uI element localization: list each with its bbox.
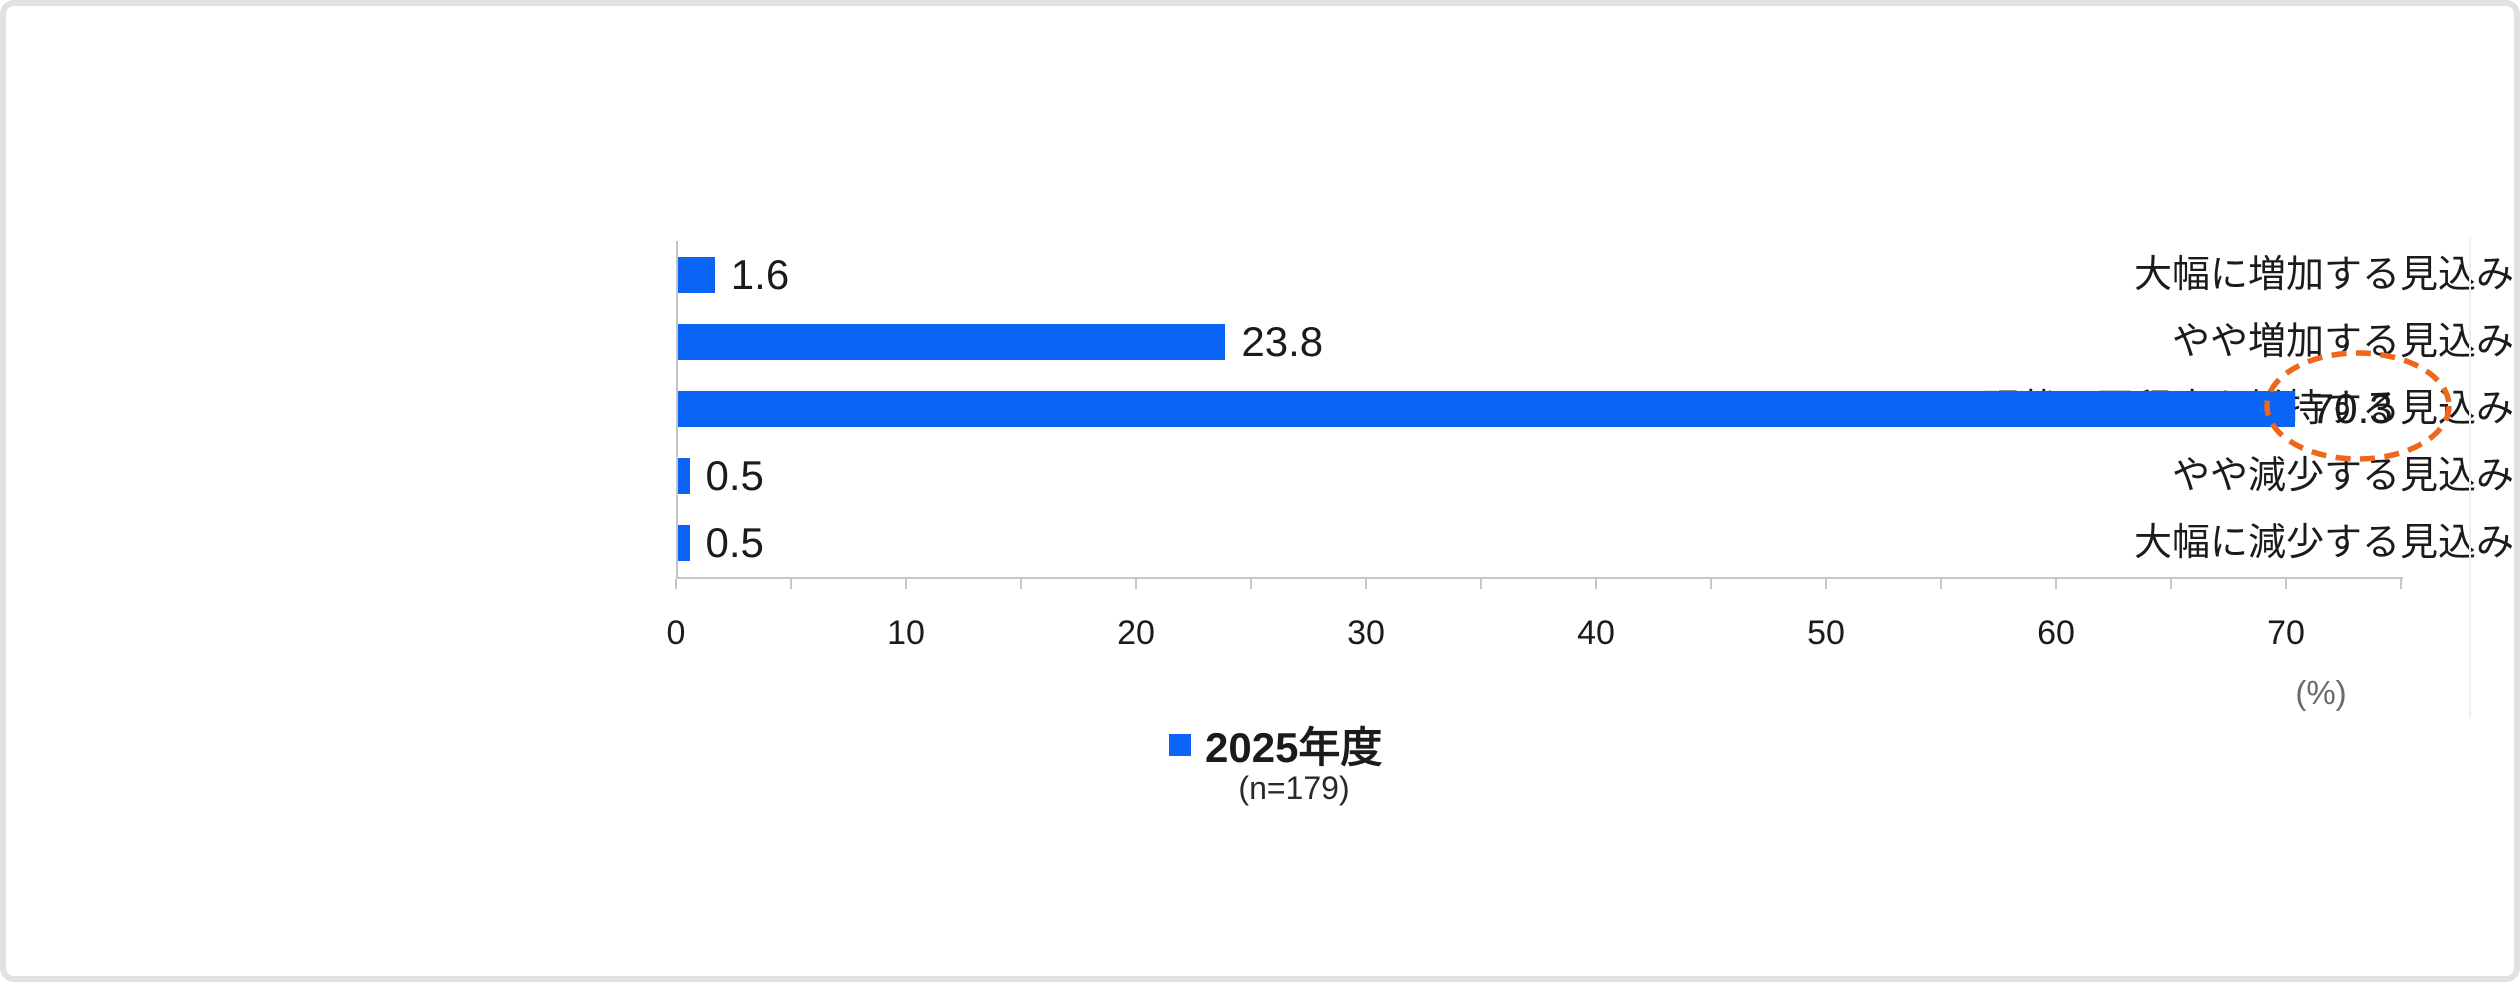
axis-tick (1135, 579, 1137, 589)
chart-frame-edge (2469, 238, 2471, 718)
value-label: 1.6 (730, 250, 790, 298)
axis-tick-label: 10 (887, 614, 925, 652)
value-label: 23.8 (1241, 317, 1324, 365)
axis-tick (675, 579, 677, 589)
bar (678, 323, 1226, 360)
category-label: 大幅に減少する見込み (2133, 522, 2514, 565)
legend-label: 2025年度 (1205, 724, 1383, 771)
axis-tick (790, 579, 792, 589)
axis-tick (905, 579, 907, 589)
axis-tick (1365, 579, 1367, 589)
legend-sample-size: (n=179) (1238, 770, 1350, 806)
axis-tick (1825, 579, 1827, 589)
axis-tick (1595, 579, 1597, 589)
axis-tick-label: 70 (2267, 614, 2305, 652)
plot-area (676, 241, 2403, 579)
category-label: やや減少する見込み (2171, 455, 2514, 498)
category-label: 大幅に増加する見込み (2133, 253, 2514, 296)
bar-chart: 大幅に増加する見込みやや増加する見込み現状と同程度を維持する見込みやや減少する見… (6, 6, 2514, 976)
axis-tick-label: 50 (1807, 614, 1845, 652)
axis-tick (2170, 579, 2172, 589)
axis-tick (2285, 579, 2287, 589)
highlight-ellipse (2264, 350, 2452, 462)
axis-tick-label: 40 (1577, 614, 1615, 652)
axis-tick (1250, 579, 1252, 589)
bar (678, 391, 2295, 427)
legend-swatch (1169, 733, 1191, 756)
value-label: 70.3 (2310, 385, 2393, 432)
axis-tick-label: 0 (666, 614, 686, 652)
value-label: 0.5 (705, 519, 764, 567)
axis-tick-label: 60 (2037, 614, 2075, 652)
axis-tick (1710, 579, 1712, 589)
axis-tick (2400, 579, 2402, 589)
axis-unit-label: (%) (2295, 674, 2347, 711)
axis-tick (1940, 579, 1942, 589)
bar (678, 256, 715, 293)
bar (678, 458, 690, 495)
axis-tick (2055, 579, 2057, 589)
axis-tick (1480, 579, 1482, 589)
bar (678, 525, 690, 562)
legend: 2025年度 (1169, 714, 1382, 775)
axis-tick (1020, 579, 1022, 589)
value-label: 0.5 (705, 452, 764, 500)
axis-tick-label: 20 (1117, 614, 1155, 652)
axis-tick-label: 30 (1347, 614, 1385, 652)
